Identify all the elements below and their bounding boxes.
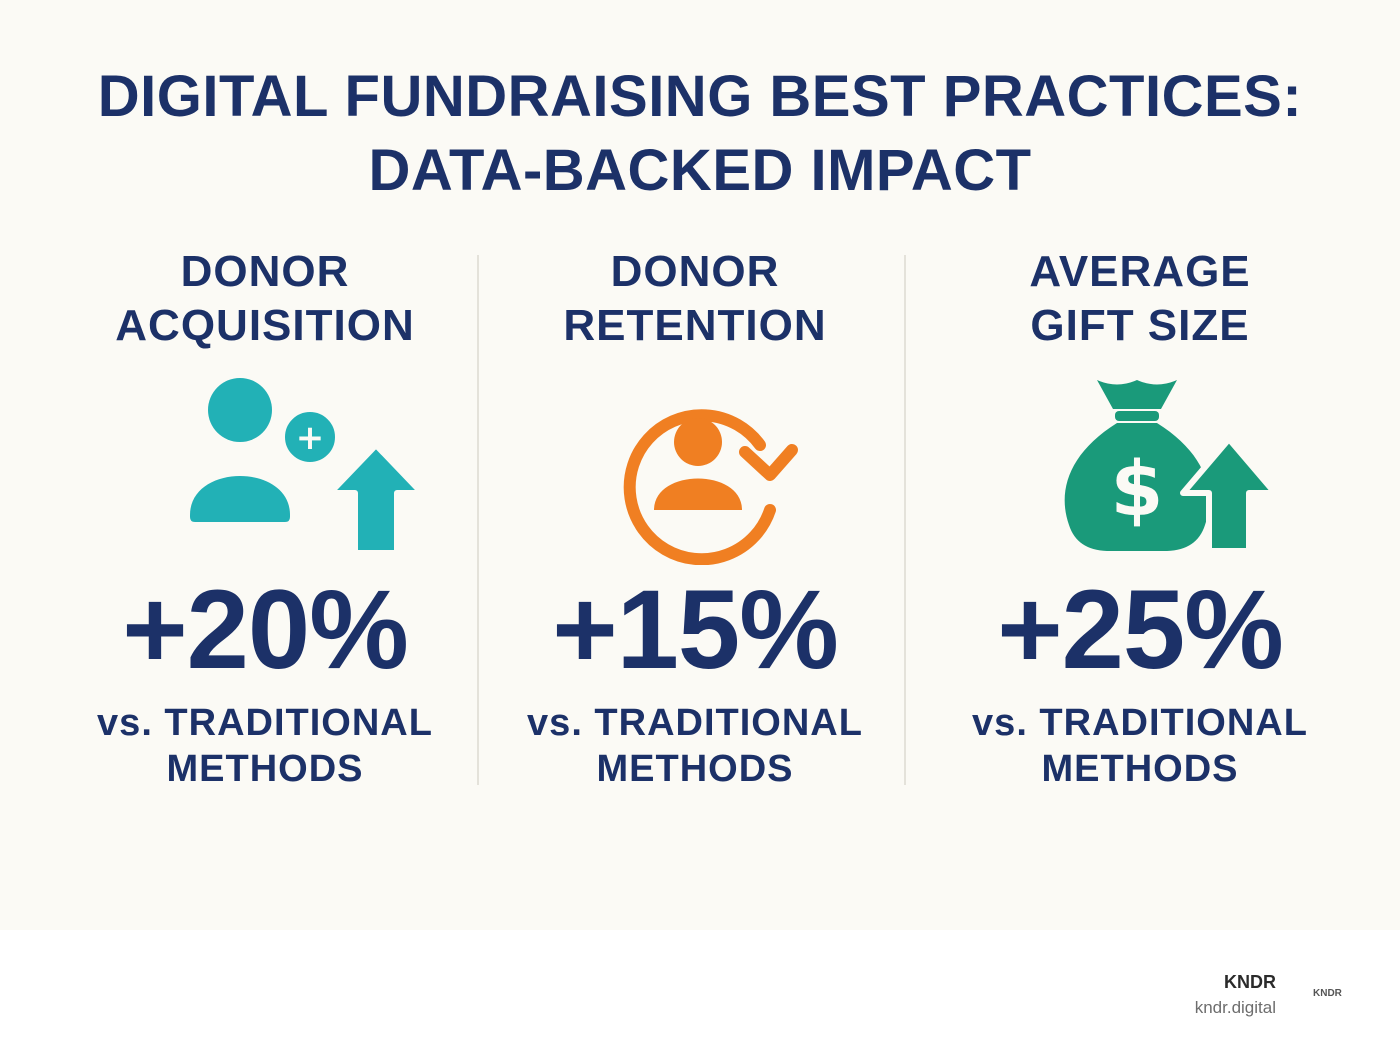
metric-comparison-line-1: vs. TRADITIONAL: [972, 702, 1308, 744]
metric-heading-line-1: AVERAGE: [1029, 247, 1251, 296]
metric-heading: DONOR RETENTION: [485, 245, 905, 353]
metric-donor-retention: DONOR RETENTION +15% vs. TRADITIONAL MET…: [485, 245, 905, 805]
arrow-up-icon: [327, 442, 425, 555]
svg-text:+: +: [296, 418, 325, 458]
metric-comparison-line-2: METHODS: [596, 748, 794, 790]
footer-brand: KNDR kndr.digital: [1195, 970, 1276, 1022]
person-icon: [654, 418, 742, 510]
brand-name: KNDR: [1224, 972, 1276, 992]
metric-average-gift-size: AVERAGE GIFT SIZE $ +25% vs. TRADITIONAL…: [920, 245, 1360, 805]
metric-comparison-line-1: vs. TRADITIONAL: [527, 702, 863, 744]
metric-heading-line-2: GIFT SIZE: [1030, 301, 1250, 350]
page-title: DIGITAL FUNDRAISING BEST PRACTICES: DATA…: [0, 60, 1400, 208]
plus-badge-icon: +: [279, 406, 341, 468]
metric-comparison-line-2: METHODS: [166, 748, 364, 790]
metric-comparison: vs. TRADITIONAL METHODS: [55, 700, 475, 792]
metric-comparison-line-1: vs. TRADITIONAL: [97, 702, 433, 744]
metric-value: +20%: [122, 567, 409, 692]
metric-heading-line-2: ACQUISITION: [115, 301, 415, 350]
column-divider: [477, 255, 479, 785]
brand-logo: KNDR: [1313, 988, 1342, 999]
metric-comparison: vs. TRADITIONAL METHODS: [920, 700, 1360, 792]
money-bag-arrow-up-icon: $: [1064, 380, 1275, 554]
metric-comparison-line-2: METHODS: [1041, 748, 1239, 790]
arrow-up-icon: [1180, 436, 1275, 554]
metric-heading: DONOR ACQUISITION: [55, 245, 475, 353]
metric-value: +25%: [997, 567, 1284, 692]
money-bag-icon: $: [1064, 380, 1210, 551]
refresh-arrow-icon: [623, 409, 798, 565]
metric-heading-line-1: DONOR: [180, 247, 350, 296]
title-line-2: DATA-BACKED IMPACT: [368, 138, 1032, 203]
svg-text:$: $: [1111, 444, 1164, 533]
user-cycle-icon: [623, 409, 798, 565]
add-user-arrow-up-icon: +: [190, 378, 425, 555]
infographic-canvas: DIGITAL FUNDRAISING BEST PRACTICES: DATA…: [0, 60, 1400, 805]
title-line-1: DIGITAL FUNDRAISING BEST PRACTICES:: [97, 64, 1303, 129]
brand-url[interactable]: kndr.digital: [1194, 998, 1276, 1017]
metric-heading-line-1: DONOR: [610, 247, 780, 296]
column-divider: [904, 255, 906, 785]
metric-comparison: vs. TRADITIONAL METHODS: [485, 700, 905, 792]
metric-donor-acquisition: DONOR ACQUISITION + +20% vs. TRADITIONAL…: [55, 245, 475, 805]
metric-heading: AVERAGE GIFT SIZE: [920, 245, 1360, 353]
metric-value: +15%: [552, 567, 839, 692]
person-icon: [190, 378, 290, 522]
metric-heading-line-2: RETENTION: [563, 301, 827, 350]
